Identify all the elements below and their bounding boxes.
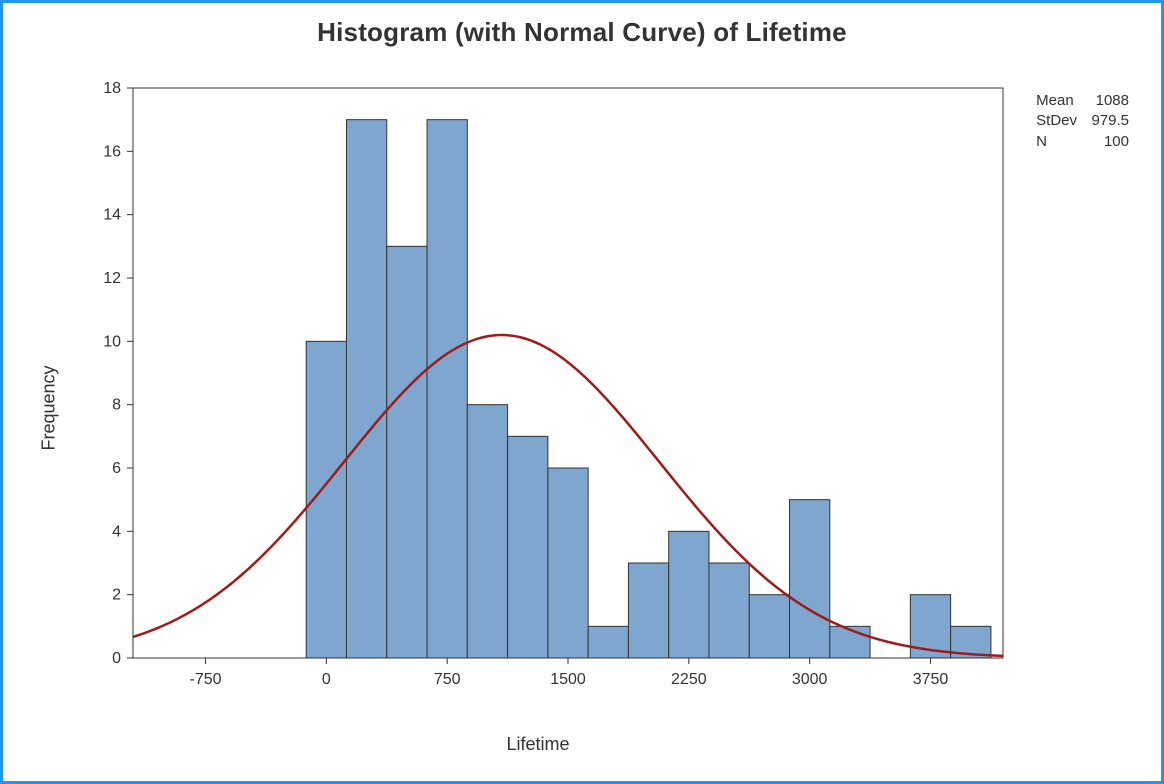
x-axis-label: Lifetime <box>506 734 569 755</box>
x-tick-label: 0 <box>322 671 331 688</box>
y-tick-label: 10 <box>103 333 121 350</box>
histogram-bar <box>830 626 870 658</box>
x-tick-label: 3000 <box>792 671 828 688</box>
histogram-bar <box>508 436 548 658</box>
stat-row: N100 <box>1032 132 1133 152</box>
stat-row: Mean1088 <box>1032 91 1133 111</box>
y-tick-label: 12 <box>103 270 121 287</box>
stat-label: Mean <box>1032 91 1081 111</box>
y-tick-label: 14 <box>103 207 121 224</box>
histogram-bar <box>628 563 668 658</box>
chart-frame: Histogram (with Normal Curve) of Lifetim… <box>0 0 1164 784</box>
histogram-bar <box>669 531 709 658</box>
y-tick-label: 16 <box>103 143 121 160</box>
y-tick-label: 2 <box>112 587 121 604</box>
y-tick-label: 4 <box>112 523 121 540</box>
x-tick-label: 3750 <box>913 671 949 688</box>
y-axis-label: Frequency <box>39 365 60 450</box>
y-tick-label: 18 <box>103 80 121 97</box>
stat-value: 979.5 <box>1081 111 1133 131</box>
histogram-bar <box>346 120 386 658</box>
histogram-bar <box>709 563 749 658</box>
plot-area: Frequency 024681012141618-75007501500225… <box>63 63 1013 753</box>
histogram-bar <box>467 405 507 658</box>
stat-label: StDev <box>1032 111 1081 131</box>
y-tick-label: 6 <box>112 460 121 477</box>
histogram-bar <box>749 595 789 658</box>
x-tick-label: 750 <box>434 671 461 688</box>
chart-title: Histogram (with Normal Curve) of Lifetim… <box>3 17 1161 48</box>
stat-label: N <box>1032 132 1081 152</box>
histogram-bar <box>387 246 427 658</box>
stat-value: 100 <box>1081 132 1133 152</box>
stats-panel: Mean1088 StDev979.5 N100 <box>1032 91 1133 152</box>
histogram-bar <box>790 500 830 658</box>
y-tick-label: 0 <box>112 650 121 667</box>
histogram-bar <box>427 120 467 658</box>
x-tick-label: 1500 <box>550 671 586 688</box>
histogram-bar <box>548 468 588 658</box>
histogram-bar <box>588 626 628 658</box>
x-tick-label: 2250 <box>671 671 707 688</box>
stat-value: 1088 <box>1081 91 1133 111</box>
x-tick-label: -750 <box>189 671 221 688</box>
y-tick-label: 8 <box>112 397 121 414</box>
stat-row: StDev979.5 <box>1032 111 1133 131</box>
plot-svg: 0 2 4 6 8 10 12 14 16 18 -750 0 750 1500 2250 3000 3750 <box>63 63 1013 713</box>
